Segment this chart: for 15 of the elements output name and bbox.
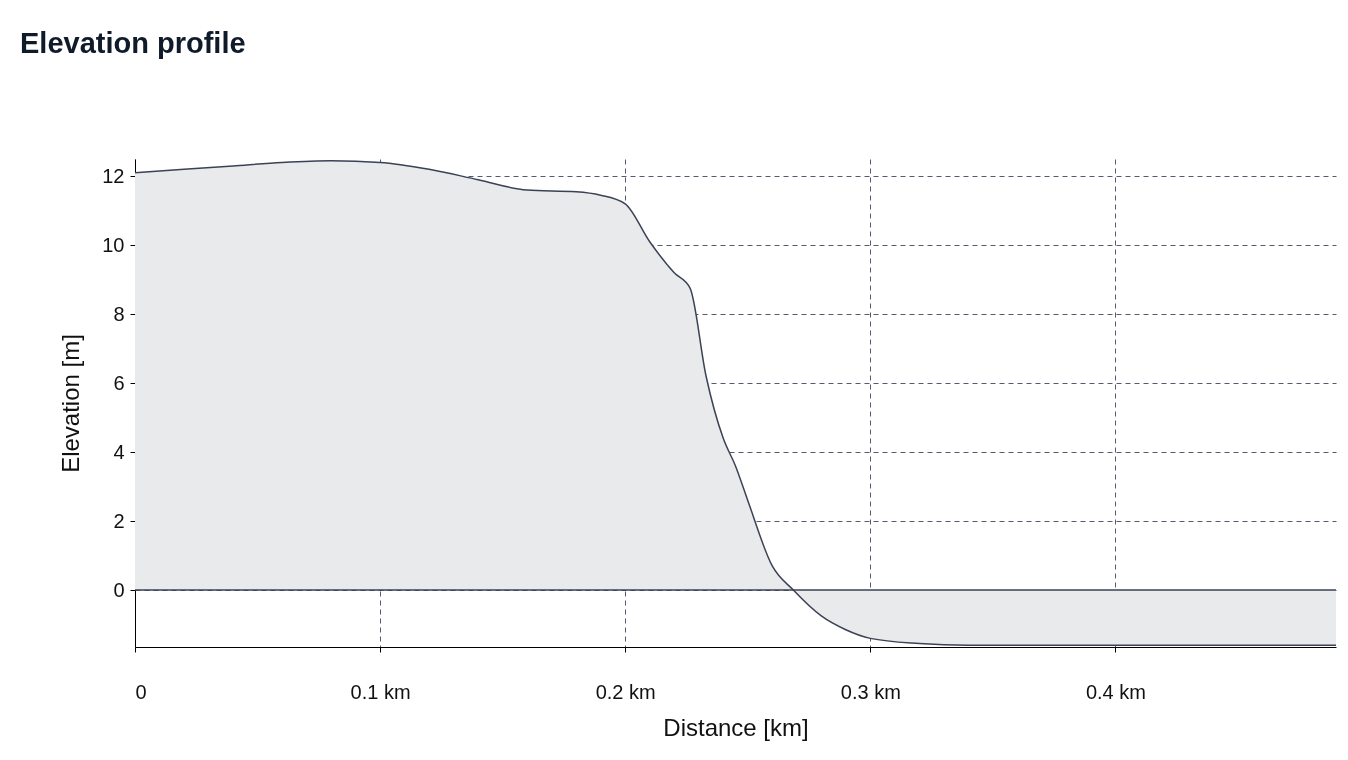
- y-axis-title: Elevation [m]: [57, 334, 85, 473]
- y-tick-label: 12: [102, 164, 125, 187]
- y-tick-label: 4: [113, 440, 125, 463]
- x-tick-label: 0: [135, 680, 147, 703]
- y-tick-label: 8: [113, 302, 125, 325]
- y-tick-label: 10: [102, 233, 125, 256]
- x-tick-label: 0.1 km: [350, 680, 411, 703]
- chart-title: Elevation profile: [20, 27, 246, 59]
- x-axis-title: Distance [km]: [663, 713, 809, 741]
- y-tick-label: 0: [113, 578, 125, 601]
- x-tick-label: 0.2 km: [595, 680, 656, 703]
- y-tick-label: 6: [113, 371, 125, 394]
- y-tick-label: 2: [113, 509, 125, 532]
- x-tick-label: 0.4 km: [1085, 680, 1146, 703]
- x-tick-label: 0.3 km: [840, 680, 901, 703]
